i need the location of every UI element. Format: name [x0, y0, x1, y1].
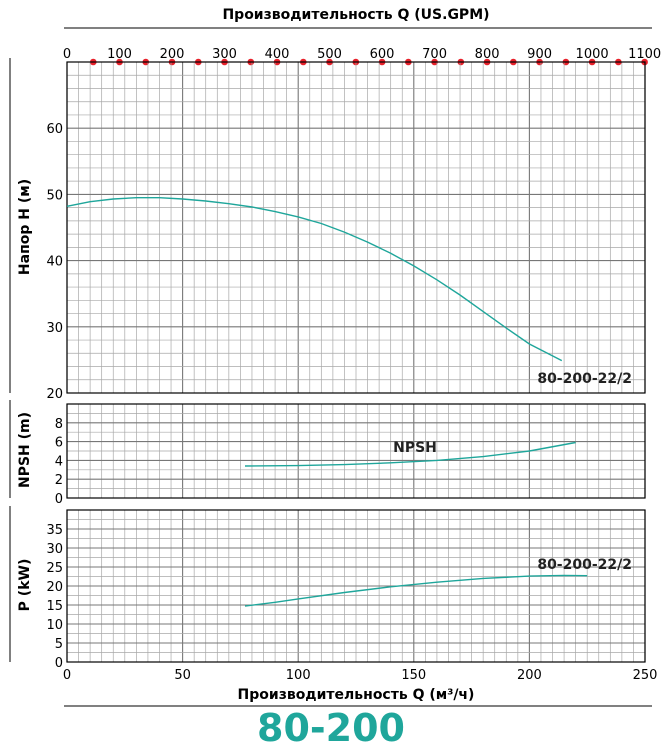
- top-axis-tick-label: 100: [107, 47, 132, 62]
- x-tick-label: 250: [633, 668, 658, 683]
- x-tick-label: 50: [174, 668, 191, 683]
- model-title: 80-200: [257, 706, 405, 750]
- panel-frame-npsh: [66, 403, 646, 499]
- curve-label-npsh: NPSH: [393, 440, 437, 456]
- curve-power: [244, 574, 588, 607]
- y-tick-label-head: 20: [46, 387, 63, 402]
- top-axis-tick-label: 700: [422, 47, 447, 62]
- x-axis-label: Производительность Q (м³/ч): [238, 687, 475, 703]
- y-tick-label-power: 20: [46, 580, 63, 595]
- y-tick-label-power: 30: [46, 542, 63, 557]
- panel-frame-head: [66, 61, 646, 394]
- top-axis-tick-label: 800: [475, 47, 500, 62]
- y-tick-label-npsh: 0: [55, 492, 63, 507]
- top-axis-tick-label: 1100: [628, 47, 661, 62]
- curve-npsh: [244, 441, 576, 467]
- x-tick-label: 200: [517, 668, 542, 683]
- curve-label-power: 80-200-22/2: [537, 557, 632, 573]
- top-axis-tick-label: 0: [63, 47, 71, 62]
- top-axis-title: Производительность Q (US.GPM): [222, 7, 489, 23]
- y-tick-label-npsh: 6: [55, 436, 63, 451]
- y-axis-label-power: P (kW): [17, 559, 33, 612]
- panel-frame-power: [66, 509, 646, 663]
- top-axis-tick-label: 400: [265, 47, 290, 62]
- top-axis-tick-label: 200: [160, 47, 185, 62]
- x-tick-label: 0: [63, 668, 71, 683]
- y-tick-label-power: 5: [55, 637, 63, 652]
- y-tick-label-head: 30: [46, 321, 63, 336]
- top-axis-tick-label: 900: [527, 47, 552, 62]
- y-tick-label-power: 0: [55, 656, 63, 671]
- x-tick-label: 150: [401, 668, 426, 683]
- y-tick-label-npsh: 4: [55, 454, 63, 469]
- curve-head: [66, 197, 563, 362]
- y-tick-label-power: 25: [46, 561, 63, 576]
- y-tick-label-head: 50: [46, 188, 63, 203]
- top-axis-tick-label: 300: [212, 47, 237, 62]
- y-tick-label-npsh: 2: [55, 473, 63, 488]
- y-tick-label-head: 60: [46, 122, 63, 137]
- curve-label-head: 80-200-22/2: [537, 371, 632, 387]
- top-axis-tick-label: 600: [370, 47, 395, 62]
- y-tick-label-head: 40: [46, 255, 63, 270]
- y-tick-label-power: 15: [46, 599, 63, 614]
- x-tick-label: 100: [286, 668, 311, 683]
- y-tick-label-power: 10: [46, 618, 63, 633]
- top-axis-tick-label: 500: [317, 47, 342, 62]
- y-tick-label-power: 35: [46, 523, 63, 538]
- top-axis-tick-label: 1000: [576, 47, 609, 62]
- y-axis-label-head: Напор H (м): [17, 179, 33, 275]
- y-tick-label-npsh: 8: [55, 417, 63, 432]
- y-axis-label-npsh: NPSH (m): [17, 412, 33, 488]
